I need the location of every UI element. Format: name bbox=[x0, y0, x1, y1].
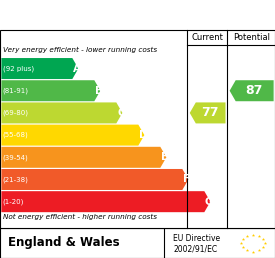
Polygon shape bbox=[1, 147, 166, 168]
Text: A: A bbox=[73, 63, 81, 74]
Polygon shape bbox=[1, 169, 188, 190]
Text: Current: Current bbox=[192, 33, 224, 42]
Text: 87: 87 bbox=[245, 84, 262, 97]
Text: D: D bbox=[139, 130, 147, 140]
Text: (39-54): (39-54) bbox=[3, 154, 29, 160]
Polygon shape bbox=[1, 58, 78, 79]
Text: G: G bbox=[205, 197, 213, 207]
Text: Not energy efficient - higher running costs: Not energy efficient - higher running co… bbox=[3, 214, 157, 220]
Polygon shape bbox=[1, 191, 210, 212]
Text: 77: 77 bbox=[201, 106, 218, 119]
Text: C: C bbox=[117, 108, 125, 118]
Polygon shape bbox=[1, 80, 100, 101]
Text: Very energy efficient - lower running costs: Very energy efficient - lower running co… bbox=[3, 47, 157, 53]
Text: F: F bbox=[183, 174, 190, 184]
Text: EU Directive: EU Directive bbox=[173, 234, 220, 243]
Text: E: E bbox=[161, 152, 168, 162]
Text: (92 plus): (92 plus) bbox=[3, 65, 34, 72]
Text: Energy Efficiency Rating: Energy Efficiency Rating bbox=[8, 9, 192, 22]
Text: (69-80): (69-80) bbox=[3, 110, 29, 116]
Text: (1-20): (1-20) bbox=[3, 198, 24, 205]
Text: England & Wales: England & Wales bbox=[8, 236, 120, 249]
Polygon shape bbox=[190, 102, 225, 123]
Text: Potential: Potential bbox=[233, 33, 270, 42]
Polygon shape bbox=[230, 80, 274, 101]
Text: B: B bbox=[95, 86, 103, 96]
Polygon shape bbox=[1, 102, 122, 123]
Polygon shape bbox=[1, 125, 144, 146]
Text: (55-68): (55-68) bbox=[3, 132, 29, 138]
Text: (81-91): (81-91) bbox=[3, 87, 29, 94]
Text: (21-38): (21-38) bbox=[3, 176, 29, 183]
Text: 2002/91/EC: 2002/91/EC bbox=[173, 245, 217, 254]
